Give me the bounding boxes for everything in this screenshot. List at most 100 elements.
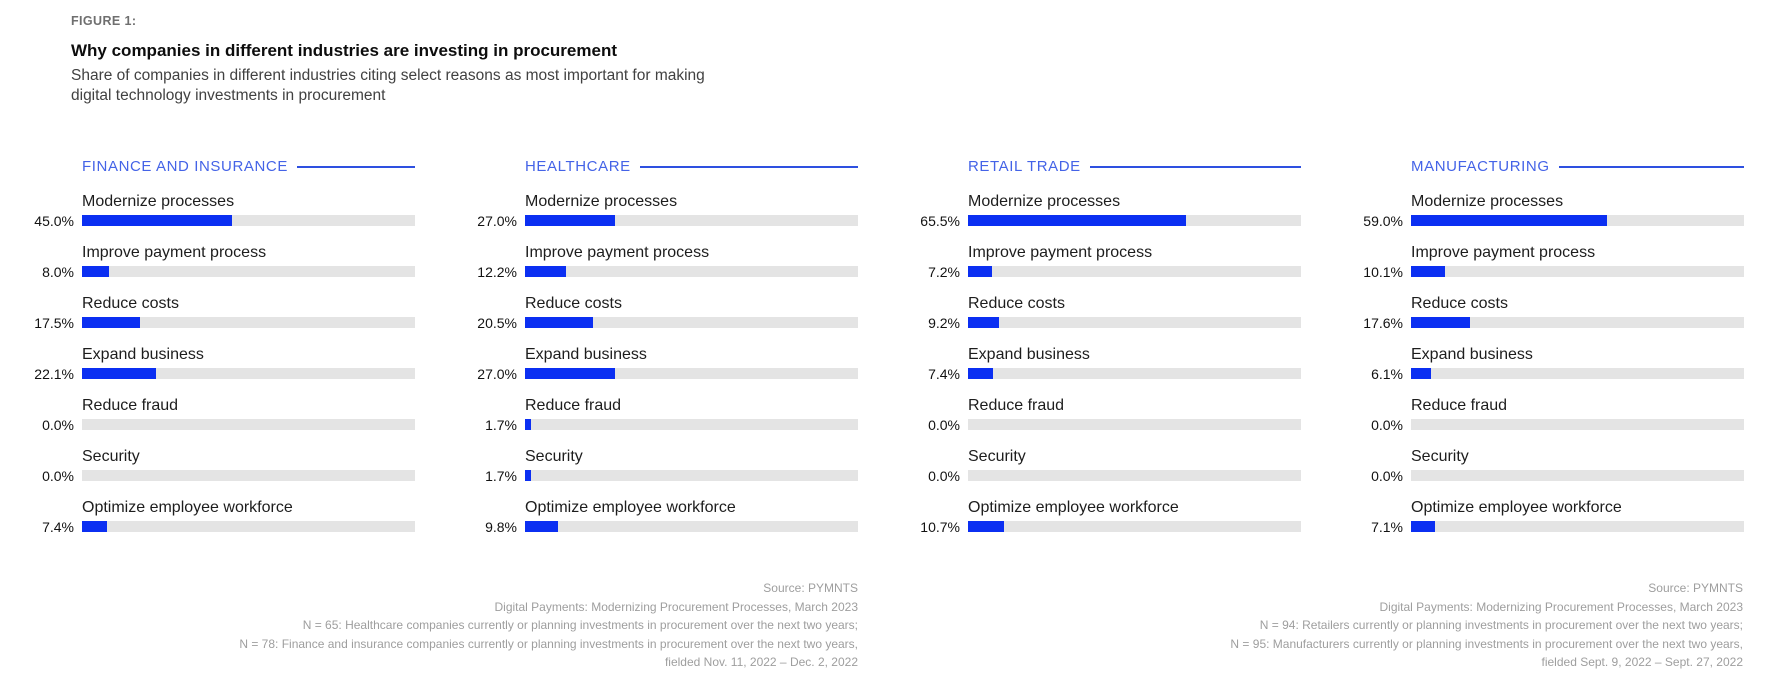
footnote-line: fielded Sept. 9, 2022 – Sept. 27, 2022 — [1541, 655, 1744, 669]
bar-track — [525, 521, 858, 532]
bar-track — [525, 368, 858, 379]
value-label: 17.5% — [34, 314, 74, 331]
footnote-line: Digital Payments: Modernizing Procuremen… — [1379, 599, 1744, 614]
category-label: Expand business — [82, 346, 204, 363]
value-label: 9.2% — [928, 314, 960, 331]
bar-track — [525, 317, 858, 328]
bar-fill — [525, 215, 615, 226]
footnote-line: Digital Payments: Modernizing Procuremen… — [494, 599, 859, 614]
bar-fill — [82, 368, 156, 379]
bar-row: Modernize processes 59.0% — [1356, 192, 1744, 229]
bar-track — [1411, 470, 1744, 481]
footnote-line: N = 65: Healthcare companies currently o… — [302, 618, 858, 632]
bar-track — [82, 521, 415, 532]
bar-fill — [525, 317, 594, 328]
category-label: Improve payment process — [82, 244, 267, 261]
bar-track — [82, 215, 415, 226]
bar-track — [968, 521, 1301, 532]
category-label: Reduce costs — [82, 295, 179, 312]
figure-header: FIGURE 1: Why companies in different ind… — [71, 14, 751, 106]
bar-track — [1411, 419, 1744, 430]
value-label: 0.0% — [1371, 467, 1403, 484]
value-label: 0.0% — [1371, 416, 1403, 433]
bar-track — [82, 419, 415, 430]
value-label: 0.0% — [928, 467, 960, 484]
category-label: Expand business — [1411, 346, 1533, 363]
bar-track — [968, 317, 1301, 328]
bar-row: Modernize processes 65.5% — [913, 192, 1301, 229]
figure-label: FIGURE 1: — [71, 14, 137, 28]
industry-panel-manufacturing: MANUFACTURING Modernize processes 59.0% Imp… — [1356, 158, 1744, 535]
panel-title: FINANCE AND INSURANCE — [82, 158, 288, 175]
value-label: 7.1% — [1371, 518, 1403, 535]
bar-track — [525, 266, 858, 277]
bar-row: Security 0.0% — [27, 447, 415, 484]
bar-row: Optimize employee workforce 9.8% — [470, 498, 858, 535]
panel-title-rule — [1089, 166, 1301, 168]
industry-panel-healthcare: HEALTHCARE Modernize processes 27.0% Improv… — [470, 158, 858, 535]
value-label: 10.7% — [920, 518, 960, 535]
bar-track — [968, 368, 1301, 379]
category-label: Reduce fraud — [1411, 397, 1508, 414]
bar-row: Improve payment process 12.2% — [470, 243, 858, 280]
category-label: Security — [525, 448, 583, 465]
footnote-right: Source: PYMNTS Digital Payments: Moderniz… — [1230, 579, 1743, 672]
bar-fill — [82, 521, 107, 532]
bar-row: Security 1.7% — [470, 447, 858, 484]
panel-title: RETAIL TRADE — [968, 158, 1081, 175]
bar-row: Expand business 7.4% — [913, 345, 1301, 382]
bar-fill — [525, 521, 558, 532]
bar-row: Expand business 27.0% — [470, 345, 858, 382]
category-label: Reduce costs — [1411, 295, 1508, 312]
bar-fill — [525, 368, 615, 379]
bar-track — [1411, 266, 1744, 277]
value-label: 7.4% — [42, 518, 74, 535]
footnote-line: N = 95: Manufacturers currently or plann… — [1230, 636, 1743, 651]
value-label: 27.0% — [477, 212, 517, 229]
category-label: Improve payment process — [1411, 244, 1596, 261]
industry-panel-finance-and-insurance: FINANCE AND INSURANCE Modernize processes… — [27, 158, 415, 535]
value-label: 27.0% — [477, 365, 517, 382]
category-label: Expand business — [968, 346, 1090, 363]
bar-fill — [525, 470, 531, 481]
category-label: Optimize employee workforce — [1411, 499, 1622, 516]
category-label: Expand business — [525, 346, 647, 363]
category-label: Reduce costs — [968, 295, 1065, 312]
value-label: 0.0% — [42, 467, 74, 484]
bar-track — [82, 368, 415, 379]
category-label: Improve payment process — [525, 244, 710, 261]
bar-track — [968, 419, 1301, 430]
value-label: 1.7% — [485, 467, 517, 484]
bar-row: Optimize employee workforce 7.1% — [1356, 498, 1744, 535]
value-label: 0.0% — [928, 416, 960, 433]
bar-fill — [968, 368, 993, 379]
category-label: Security — [82, 448, 140, 465]
bar-fill — [968, 215, 1187, 226]
footnote-line: Source: PYMNTS — [1648, 581, 1743, 595]
bar-row: Improve payment process 8.0% — [27, 243, 415, 280]
category-label: Optimize employee workforce — [525, 499, 736, 516]
bar-track — [1411, 215, 1744, 226]
bar-row: Modernize processes 27.0% — [470, 192, 858, 229]
category-label: Modernize processes — [1411, 193, 1564, 210]
footnote-line: N = 94: Retailers currently or planning … — [1259, 618, 1743, 632]
category-label: Security — [968, 448, 1026, 465]
bar-fill — [82, 317, 141, 328]
bar-row: Reduce costs 17.6% — [1356, 294, 1744, 331]
footnote-line: Source: PYMNTS — [763, 581, 858, 595]
industry-panel-retail-trade: RETAIL TRADE Modernize processes 65.5% Impr… — [913, 158, 1301, 535]
value-label: 45.0% — [34, 212, 74, 229]
value-label: 0.0% — [42, 416, 74, 433]
value-label: 59.0% — [1363, 212, 1403, 229]
bar-row: Optimize employee workforce 10.7% — [913, 498, 1301, 535]
value-label: 22.1% — [34, 365, 74, 382]
figure-title: Why companies in different industries ar… — [71, 41, 617, 60]
value-label: 8.0% — [42, 263, 74, 280]
bar-track — [525, 419, 858, 430]
bar-fill — [968, 266, 992, 277]
category-label: Modernize processes — [968, 193, 1121, 210]
bar-fill — [1411, 368, 1432, 379]
value-label: 7.2% — [928, 263, 960, 280]
bar-row: Expand business 6.1% — [1356, 345, 1744, 382]
bar-row: Security 0.0% — [1356, 447, 1744, 484]
